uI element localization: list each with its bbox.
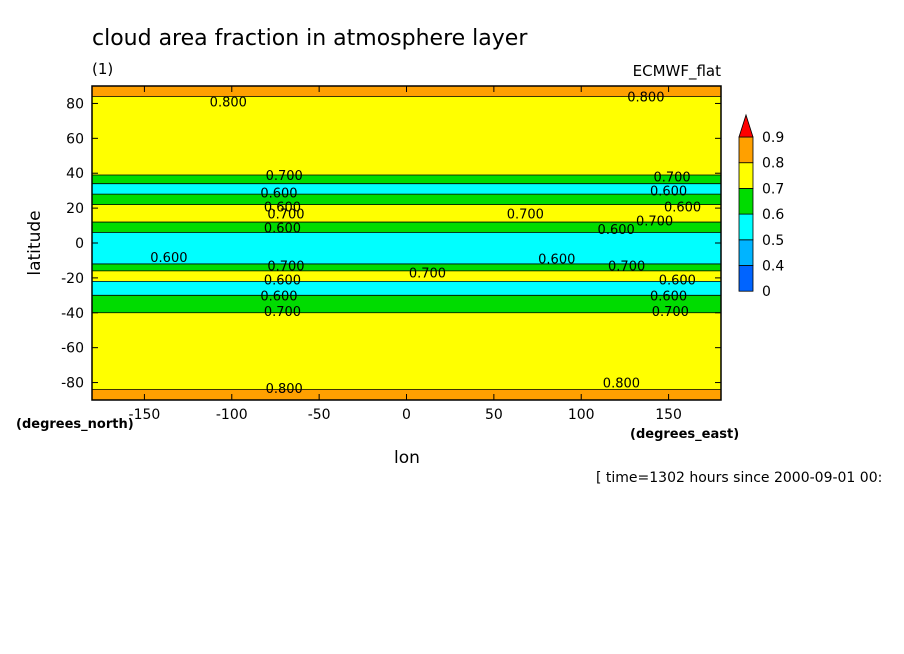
x-tick-label-0: -150 [129,407,161,423]
contour-band-6 [92,222,721,233]
contour-band-9 [92,270,721,282]
filled-contours [92,86,721,400]
x-tick-label-5: 100 [568,407,595,423]
contour-label-8: 0.700 [507,207,544,222]
units-label: (1) [92,60,113,78]
y-tick-label-7: -60 [61,341,84,357]
colorbar-swatch-0 [738,265,754,292]
contour-band-2 [92,174,721,184]
colorbar-label-4: 0.7 [762,181,784,197]
contour-label-12: 0.600 [598,223,635,238]
contour-label-20: 0.600 [260,289,297,304]
x-tick-label-3: 0 [402,407,411,423]
contour-label-1: 0.800 [627,90,664,105]
chart-title: cloud area fraction in atmosphere layer [92,26,528,51]
contour-label-3: 0.700 [653,171,690,186]
contour-band-1 [92,96,721,175]
x-units-label: (degrees_east) [630,427,739,442]
colorbar-label-3: 0.6 [762,207,784,223]
contour-band-11 [92,295,721,313]
colorbar-swatch-3 [738,187,754,215]
contour-label-5: 0.600 [650,185,687,200]
contour-band-12 [92,312,721,390]
contour-label-7: 0.700 [267,207,304,222]
colorbar-swatch-5 [738,136,754,164]
y-axis-label: latitude [25,210,45,275]
x-axis-ticks: -150 -100 -50 0 50 100 150 [129,86,682,423]
contour-label-24: 0.800 [266,382,303,397]
x-tick-label-1: -100 [216,407,248,423]
contour-band-8 [92,263,721,271]
contour-label-14: 0.600 [538,253,575,268]
contour-band-3 [92,183,721,195]
contour-band-10 [92,281,721,296]
contour-label-25: 0.800 [603,377,640,392]
contour-label-10: 0.700 [636,214,673,229]
colorbar-label-1: 0.4 [762,259,784,275]
contour-label-4: 0.600 [260,186,297,201]
y-tick-label-2: 40 [66,166,84,182]
colorbar: 0 0.4 0.5 0.6 0.7 0.8 0.9 [738,113,784,300]
contour-label-19: 0.600 [659,274,696,289]
colorbar-label-2: 0.5 [762,233,784,249]
y-axis-ticks: 80 60 40 20 0 -20 -40 -60 -80 [61,96,721,392]
dataset-label: ECMWF_flat [633,62,721,81]
contour-label-23: 0.700 [652,305,689,320]
x-tick-label-2: -50 [308,407,331,423]
contour-label-15: 0.700 [267,260,304,275]
contour-label-16: 0.700 [409,267,446,282]
contour-label-9: 0.600 [664,200,701,215]
y-tick-label-5: -20 [61,271,84,287]
contour-label-6: 0.600 [264,200,301,215]
time-footer: [ time=1302 hours since 2000-09-01 00: [596,470,882,486]
y-units-label: (degrees_north) [16,417,134,432]
y-tick-label-8: -80 [61,376,84,392]
x-tick-label-6: 150 [655,407,682,423]
colorbar-label-6: 0.9 [762,130,784,146]
contour-label-22: 0.700 [264,305,301,320]
y-tick-label-1: 60 [66,131,84,147]
contour-label-0: 0.800 [210,96,247,111]
colorbar-label-5: 0.8 [762,156,784,172]
contour-label-18: 0.600 [264,274,301,289]
contour-label-13: 0.600 [150,251,187,266]
contour-label-17: 0.700 [608,260,645,275]
contour-label-11: 0.600 [264,221,301,236]
contour-label-2: 0.700 [266,169,303,184]
contour-band-4 [92,194,721,205]
contour-band-7 [92,232,721,264]
contour-band-5 [92,204,721,223]
y-tick-label-3: 20 [66,201,84,217]
colorbar-label-0: 0 [762,284,771,300]
x-tick-label-4: 50 [485,407,503,423]
colorbar-swatch-1 [738,239,754,266]
colorbar-swatch-2 [738,213,754,241]
x-axis-label: lon [394,448,420,468]
y-tick-label-6: -40 [61,306,84,322]
contour-label-21: 0.600 [650,289,687,304]
y-tick-label-4: 0 [75,236,84,252]
colorbar-extend-arrow [738,113,754,138]
colorbar-swatch-4 [738,162,754,189]
y-tick-label-0: 80 [66,96,84,112]
